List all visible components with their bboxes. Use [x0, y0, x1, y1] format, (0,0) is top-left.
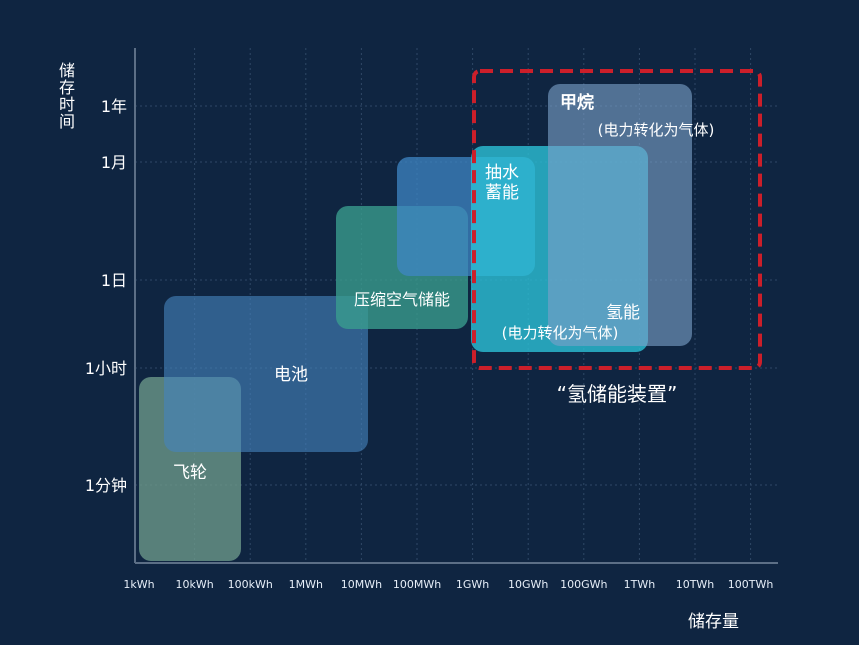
x-tick-label: 10kWh	[175, 578, 213, 591]
x-tick-label: 100TWh	[728, 578, 774, 591]
y-tick-label: 1日	[101, 271, 127, 290]
region-label: 氢能	[606, 303, 640, 323]
x-tick-label: 1kWh	[123, 578, 154, 591]
y-tick-label: 1小时	[85, 359, 127, 378]
region-label: 电池	[274, 365, 308, 385]
x-tick-label: 100GWh	[560, 578, 607, 591]
region-label: 抽水	[485, 163, 519, 183]
region-1	[164, 296, 368, 452]
x-tick-label: 1GWh	[456, 578, 489, 591]
x-tick-label: 10TWh	[676, 578, 715, 591]
x-tick-label: 1MWh	[289, 578, 323, 591]
region-5	[548, 84, 692, 346]
x-tick-label: 1TWh	[624, 578, 656, 591]
x-tick-label: 100MWh	[393, 578, 441, 591]
highlight-label: “氢储能装置”	[557, 382, 678, 406]
y-tick-label: 1月	[101, 153, 127, 172]
region-label: 飞轮	[173, 463, 207, 483]
y-tick-label: 1年	[101, 97, 127, 116]
x-axis-title: 储存量	[688, 612, 739, 632]
x-tick-label: 100kWh	[228, 578, 273, 591]
highlight-box	[472, 69, 762, 370]
region-sublabel: (电力转化为气体)	[502, 324, 619, 342]
region-label: 甲烷	[560, 92, 594, 113]
region-label: 蓄能	[485, 183, 519, 203]
x-tick-label: 10MWh	[341, 578, 382, 591]
y-tick-label: 1分钟	[85, 476, 127, 495]
y-axis-title: 储存时间	[56, 62, 75, 130]
region-sublabel: (电力转化为气体)	[598, 121, 715, 139]
x-tick-label: 10GWh	[508, 578, 548, 591]
region-label: 压缩空气储能	[354, 290, 450, 309]
